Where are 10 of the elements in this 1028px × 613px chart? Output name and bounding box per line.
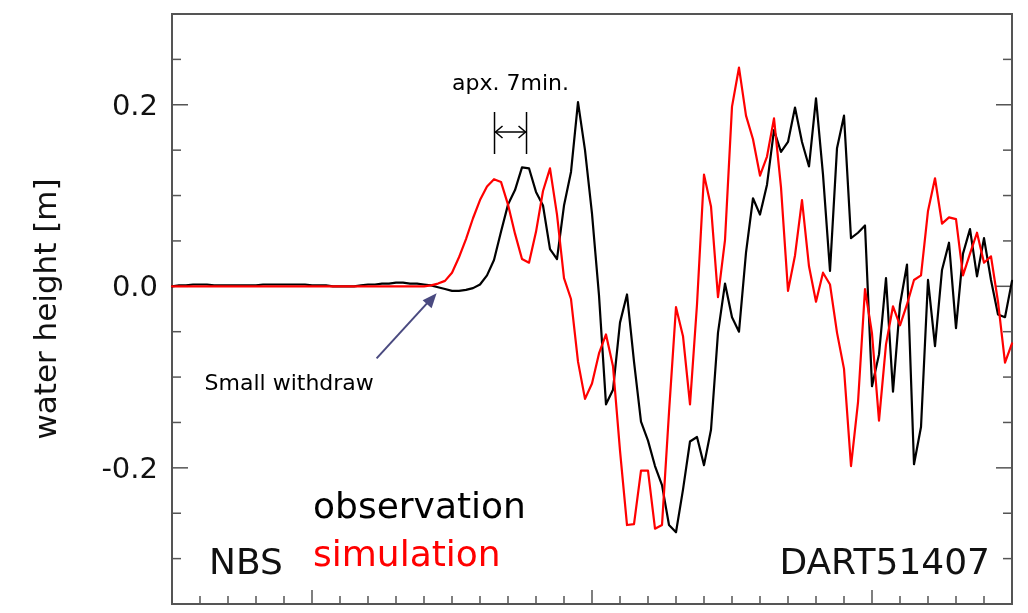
y-axis-title: water height [m] xyxy=(27,178,63,440)
y-tick-label: 0.2 xyxy=(111,87,158,122)
annotation: DART51407 xyxy=(779,541,990,582)
text: observation xyxy=(313,485,526,526)
annotation: NBS xyxy=(209,541,283,582)
y-tick-label: 0.0 xyxy=(111,269,158,304)
text: simulation xyxy=(313,533,501,574)
y-tick-label: -0.2 xyxy=(101,451,158,485)
annotation: apx. 7min. xyxy=(452,70,569,95)
annotation: Small withdraw xyxy=(204,370,374,396)
